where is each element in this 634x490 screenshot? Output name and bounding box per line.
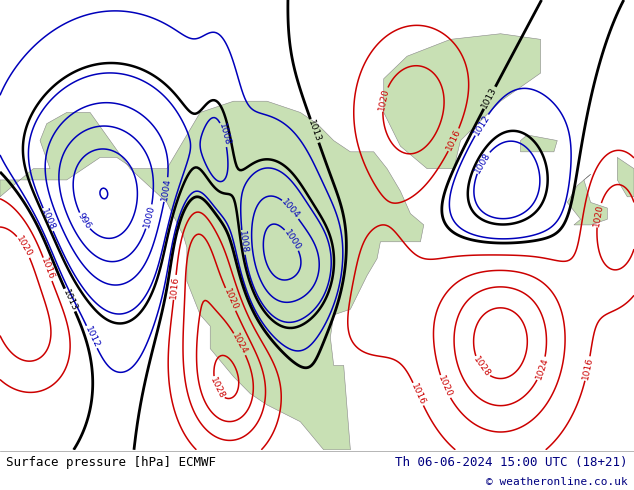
Text: 1008: 1008 — [217, 122, 231, 147]
Text: 1016: 1016 — [410, 382, 427, 407]
Text: 1016: 1016 — [39, 257, 56, 282]
Text: 1008: 1008 — [237, 230, 249, 254]
Text: 1016: 1016 — [581, 356, 595, 381]
Text: 1004: 1004 — [160, 177, 172, 201]
Text: 1020: 1020 — [222, 287, 239, 312]
Text: © weatheronline.co.uk: © weatheronline.co.uk — [486, 477, 628, 487]
Text: 1020: 1020 — [592, 203, 605, 227]
Text: 1013: 1013 — [480, 86, 499, 110]
Text: 1008: 1008 — [39, 207, 57, 232]
Text: 1016: 1016 — [445, 127, 463, 152]
Text: 1028: 1028 — [471, 355, 491, 379]
Text: 1004: 1004 — [280, 197, 302, 220]
Polygon shape — [384, 34, 541, 169]
Text: Th 06-06-2024 15:00 UTC (18+21): Th 06-06-2024 15:00 UTC (18+21) — [395, 456, 628, 469]
Text: 1012: 1012 — [472, 113, 491, 137]
Text: 1024: 1024 — [231, 332, 249, 356]
Text: 996: 996 — [75, 211, 93, 231]
Polygon shape — [0, 101, 424, 450]
Polygon shape — [618, 157, 634, 197]
Text: Surface pressure [hPa] ECMWF: Surface pressure [hPa] ECMWF — [6, 456, 216, 469]
Text: 1013: 1013 — [306, 119, 323, 143]
Text: 1008: 1008 — [473, 150, 492, 174]
Text: 1012: 1012 — [83, 325, 101, 349]
Text: 1020: 1020 — [15, 235, 34, 259]
Text: 1000: 1000 — [142, 204, 157, 229]
Polygon shape — [567, 174, 607, 225]
Text: 1024: 1024 — [534, 356, 550, 381]
Text: 1016: 1016 — [169, 275, 181, 299]
Text: 1028: 1028 — [208, 376, 226, 400]
Text: 1020: 1020 — [377, 87, 391, 111]
Text: 1020: 1020 — [436, 374, 454, 399]
Text: 1013: 1013 — [61, 288, 79, 312]
Polygon shape — [521, 135, 557, 152]
Text: 1000: 1000 — [282, 228, 302, 252]
